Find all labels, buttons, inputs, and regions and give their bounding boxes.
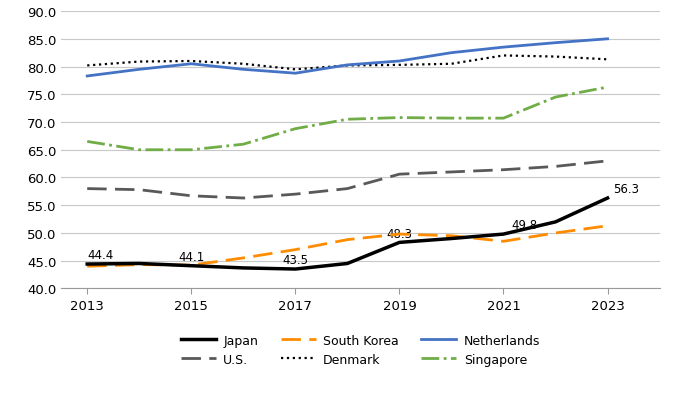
South Korea <box>395 232 403 237</box>
Japan <box>239 266 248 271</box>
Japan <box>551 220 560 225</box>
Denmark <box>395 63 403 68</box>
Text: 49.8: 49.8 <box>511 219 537 232</box>
U.S. <box>187 194 195 199</box>
South Korea <box>447 234 456 239</box>
Text: 56.3: 56.3 <box>613 183 639 196</box>
South Korea <box>291 247 299 252</box>
Line: South Korea: South Korea <box>87 226 607 267</box>
Singapore <box>187 148 195 153</box>
Netherlands <box>603 37 611 42</box>
U.S. <box>499 168 507 173</box>
Denmark <box>135 60 143 65</box>
U.S. <box>343 187 352 192</box>
Denmark <box>187 59 195 64</box>
Japan <box>187 263 195 268</box>
U.S. <box>395 172 403 177</box>
South Korea <box>135 263 143 267</box>
Denmark <box>447 62 456 67</box>
Japan <box>499 232 507 237</box>
South Korea <box>239 256 248 261</box>
Netherlands <box>499 46 507 51</box>
Denmark <box>343 64 352 69</box>
Singapore <box>447 116 456 121</box>
Japan <box>135 261 143 266</box>
Netherlands <box>187 62 195 67</box>
Text: 44.1: 44.1 <box>178 250 205 263</box>
Singapore <box>135 148 143 153</box>
Netherlands <box>239 68 248 73</box>
South Korea <box>551 231 560 236</box>
Singapore <box>499 116 507 121</box>
Line: Netherlands: Netherlands <box>87 40 607 77</box>
Text: 44.4: 44.4 <box>87 249 114 261</box>
Text: 48.3: 48.3 <box>386 227 413 240</box>
Singapore <box>603 85 611 90</box>
South Korea <box>187 263 195 268</box>
Denmark <box>239 62 248 67</box>
U.S. <box>239 196 248 201</box>
Japan <box>291 267 299 272</box>
Line: Singapore: Singapore <box>87 88 607 150</box>
Netherlands <box>551 41 560 46</box>
Denmark <box>291 68 299 73</box>
Denmark <box>83 64 91 69</box>
Singapore <box>343 117 352 122</box>
Netherlands <box>343 63 352 68</box>
U.S. <box>291 192 299 197</box>
Netherlands <box>135 68 143 73</box>
Singapore <box>395 116 403 121</box>
U.S. <box>551 164 560 169</box>
U.S. <box>447 170 456 175</box>
Line: Denmark: Denmark <box>87 56 607 70</box>
Netherlands <box>447 51 456 56</box>
Japan <box>343 261 352 266</box>
Line: U.S.: U.S. <box>87 162 607 198</box>
Line: Japan: Japan <box>87 198 607 269</box>
Denmark <box>551 55 560 60</box>
U.S. <box>603 159 611 164</box>
U.S. <box>83 187 91 192</box>
Denmark <box>603 58 611 63</box>
Japan <box>603 196 611 201</box>
Netherlands <box>83 74 91 79</box>
South Korea <box>83 264 91 269</box>
U.S. <box>135 188 143 192</box>
Singapore <box>239 142 248 147</box>
South Korea <box>603 224 611 229</box>
Singapore <box>291 127 299 132</box>
Netherlands <box>291 72 299 77</box>
Denmark <box>499 54 507 59</box>
Japan <box>83 262 91 267</box>
Legend: Japan, U.S., South Korea, Denmark, Netherlands, Singapore: Japan, U.S., South Korea, Denmark, Nethe… <box>181 334 540 366</box>
Text: 43.5: 43.5 <box>282 253 308 267</box>
Netherlands <box>395 59 403 64</box>
South Korea <box>499 239 507 244</box>
Singapore <box>551 95 560 100</box>
Japan <box>395 240 403 245</box>
South Korea <box>343 238 352 243</box>
Japan <box>447 237 456 241</box>
Singapore <box>83 140 91 144</box>
